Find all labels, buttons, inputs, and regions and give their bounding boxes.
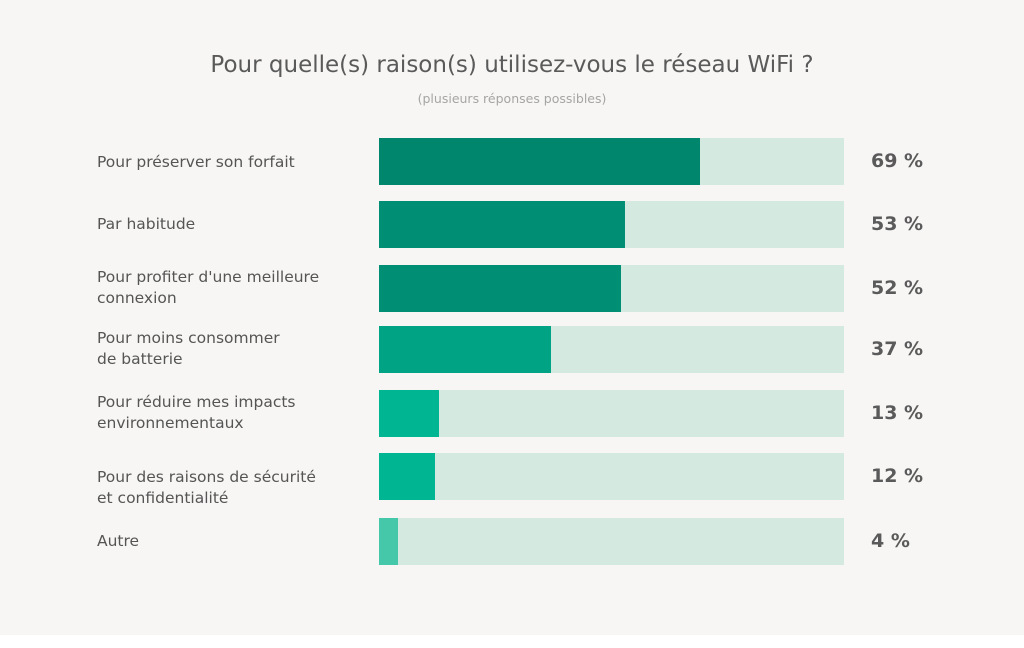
category-label: Pour réduire mes impacts environnementau… <box>97 393 296 432</box>
category-label: Pour moins consommer de batterie <box>97 329 280 368</box>
bar <box>379 326 552 373</box>
bar-track <box>379 453 844 500</box>
bar-track <box>379 518 844 565</box>
bar-track <box>379 326 844 373</box>
bar <box>379 265 621 312</box>
data-label: 53 % <box>871 213 924 235</box>
data-label: 69 % <box>871 150 924 172</box>
bar-track <box>379 138 844 185</box>
category-label: Autre <box>97 532 140 550</box>
bar <box>379 390 440 437</box>
category-label: Par habitude <box>97 215 196 233</box>
data-label: 52 % <box>871 277 924 299</box>
data-label: 13 % <box>871 402 924 424</box>
bar-track <box>379 390 844 437</box>
category-label: Pour profiter d'une meilleure connexion <box>97 268 320 307</box>
chart-canvas: Pour quelle(s) raison(s) utilisez-vous l… <box>0 0 1024 635</box>
bar <box>379 518 398 565</box>
bar <box>379 201 626 248</box>
chart-subtitle: (plusieurs réponses possibles) <box>417 91 607 106</box>
bar-track <box>379 201 844 248</box>
bar-track <box>379 265 844 312</box>
category-label: Pour préserver son forfait <box>97 153 295 171</box>
data-label: 12 % <box>871 465 924 487</box>
bar <box>379 453 435 500</box>
data-label: 4 % <box>871 530 910 552</box>
bar <box>379 138 700 185</box>
category-label: Pour des raisons de sécurité et confiden… <box>97 468 316 507</box>
chart-title: Pour quelle(s) raison(s) utilisez-vous l… <box>210 52 814 78</box>
data-label: 37 % <box>871 338 924 360</box>
